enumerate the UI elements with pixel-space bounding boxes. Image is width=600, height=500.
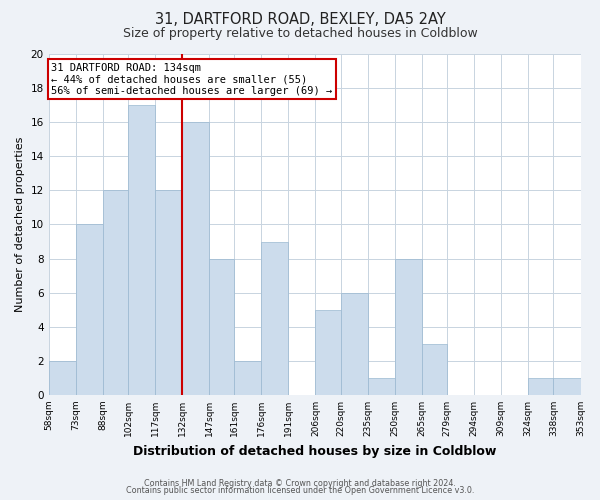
- Bar: [49, 361, 76, 395]
- Bar: [103, 190, 128, 395]
- Bar: [128, 105, 155, 395]
- Bar: [528, 378, 553, 395]
- Text: 31, DARTFORD ROAD, BEXLEY, DA5 2AY: 31, DARTFORD ROAD, BEXLEY, DA5 2AY: [155, 12, 445, 28]
- Text: 31 DARTFORD ROAD: 134sqm
← 44% of detached houses are smaller (55)
56% of semi-d: 31 DARTFORD ROAD: 134sqm ← 44% of detach…: [52, 62, 332, 96]
- Bar: [316, 310, 341, 395]
- Bar: [155, 190, 182, 395]
- Bar: [76, 224, 103, 395]
- Bar: [422, 344, 447, 395]
- Bar: [262, 242, 289, 395]
- Bar: [395, 258, 422, 395]
- Text: Contains public sector information licensed under the Open Government Licence v3: Contains public sector information licen…: [126, 486, 474, 495]
- Text: Contains HM Land Registry data © Crown copyright and database right 2024.: Contains HM Land Registry data © Crown c…: [144, 478, 456, 488]
- Text: Size of property relative to detached houses in Coldblow: Size of property relative to detached ho…: [122, 28, 478, 40]
- Bar: [368, 378, 395, 395]
- Bar: [235, 361, 262, 395]
- Bar: [182, 122, 209, 395]
- Bar: [341, 292, 368, 395]
- Bar: [553, 378, 581, 395]
- Bar: [209, 258, 235, 395]
- X-axis label: Distribution of detached houses by size in Coldblow: Distribution of detached houses by size …: [133, 444, 496, 458]
- Y-axis label: Number of detached properties: Number of detached properties: [15, 137, 25, 312]
